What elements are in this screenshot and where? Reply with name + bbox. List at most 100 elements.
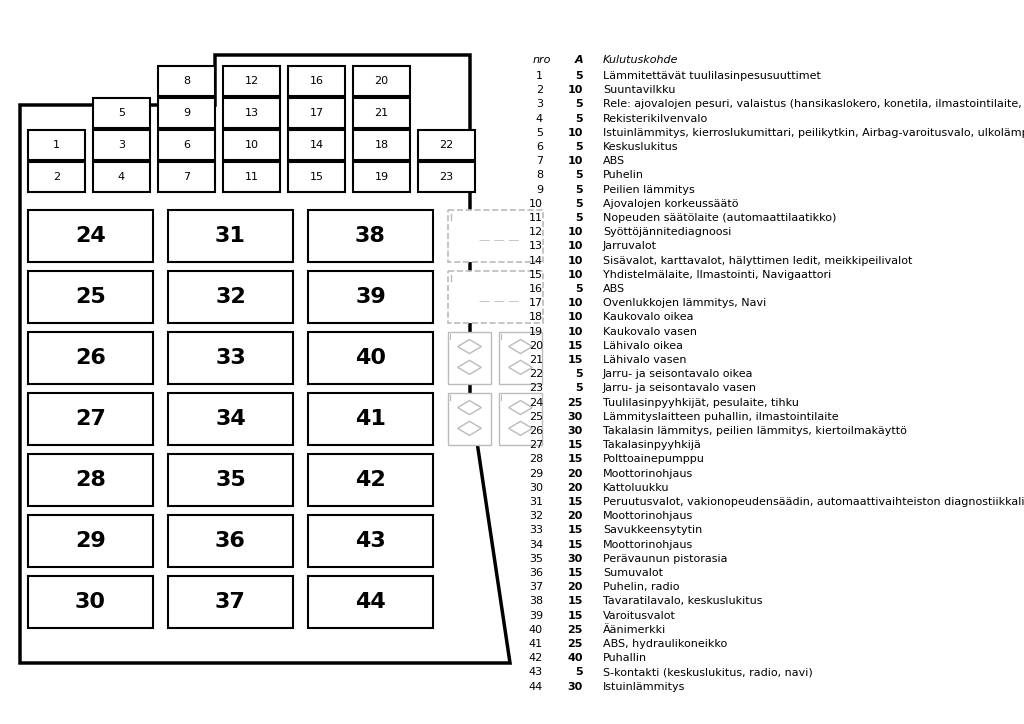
Bar [308,210,433,262]
Text: 37: 37 [215,592,246,612]
Text: 34: 34 [215,409,246,429]
Text: Syöttöjännitediagnoosi: Syöttöjännitediagnoosi [603,227,731,237]
Text: 30: 30 [567,681,583,691]
Text: 19: 19 [528,327,543,337]
Text: 17: 17 [528,298,543,308]
Text: 23: 23 [439,172,454,182]
Text: 43: 43 [355,531,386,551]
Text: ABS: ABS [603,284,625,294]
Text: 21: 21 [375,108,388,118]
Bar [449,271,543,323]
Text: 42: 42 [355,470,386,490]
Text: 44: 44 [355,592,386,612]
Text: 8: 8 [536,170,543,180]
Text: 34: 34 [528,539,543,550]
Bar [158,130,215,160]
Text: 26: 26 [528,426,543,436]
Text: 10: 10 [567,256,583,266]
Bar [28,271,153,323]
Text: 23: 23 [528,384,543,393]
Text: 25: 25 [75,287,105,307]
Text: 43: 43 [528,668,543,678]
Text: 37: 37 [528,582,543,592]
Text: Kaukovalo vasen: Kaukovalo vasen [603,327,697,337]
Text: Jarruvalot: Jarruvalot [603,241,657,251]
Text: 36: 36 [215,531,246,551]
Text: 12: 12 [528,227,543,237]
Text: 30: 30 [529,483,543,493]
Text: 13: 13 [245,108,258,118]
Bar [168,271,293,323]
Text: 32: 32 [528,511,543,521]
Bar [223,162,280,192]
Bar [28,210,153,262]
Text: 15: 15 [567,597,583,607]
Text: 15: 15 [567,539,583,550]
Text: Puhelin, radio: Puhelin, radio [603,582,680,592]
Text: Istuinlämmitys: Istuinlämmitys [603,681,685,691]
Text: 5: 5 [536,128,543,138]
Text: 5: 5 [575,384,583,393]
Text: 41: 41 [528,639,543,649]
Text: Jarru- ja seisontavalo vasen: Jarru- ja seisontavalo vasen [603,384,757,393]
Bar [449,210,543,262]
Text: Istuinlämmitys, kierroslukumittari, peilikytkin, Airbag-varoitusvalo, ulkolämpöt: Istuinlämmitys, kierroslukumittari, peil… [603,128,1024,138]
Bar [308,515,433,567]
Text: 14: 14 [309,140,324,150]
Text: 5: 5 [575,71,583,81]
Text: ABS, hydraulikoneikko: ABS, hydraulikoneikko [603,639,727,649]
Text: 10: 10 [567,128,583,138]
Bar [223,130,280,160]
Text: nro: nro [534,55,551,65]
Text: Rekisterikilvenvalo: Rekisterikilvenvalo [603,114,709,124]
Text: 2: 2 [536,85,543,95]
Text: 15: 15 [567,440,583,450]
Text: 1: 1 [536,71,543,81]
Text: Takalasin lämmitys, peilien lämmitys, kiertoilmakäyttö: Takalasin lämmitys, peilien lämmitys, ki… [603,426,907,436]
Bar [28,576,153,628]
Text: Puhelin: Puhelin [603,170,644,180]
Text: 21: 21 [528,355,543,365]
Text: Ajovalojen korkeussäätö: Ajovalojen korkeussäätö [603,199,738,209]
Text: 9: 9 [183,108,190,118]
Bar [353,98,410,128]
Text: 12: 12 [245,76,259,86]
Text: S-kontakti (keskuslukitus, radio, navi): S-kontakti (keskuslukitus, radio, navi) [603,668,813,678]
Bar [28,162,85,192]
Text: Kaukovalo oikea: Kaukovalo oikea [603,312,693,322]
Text: 2: 2 [53,172,60,182]
Text: Moottorinohjaus: Moottorinohjaus [603,468,693,479]
Text: Perävaunun pistorasia: Perävaunun pistorasia [603,554,727,564]
Text: 17: 17 [309,108,324,118]
Bar [168,393,293,445]
Text: 10: 10 [245,140,258,150]
Text: 30: 30 [567,554,583,564]
Text: 26: 26 [75,348,105,368]
Text: 1: 1 [53,140,60,150]
Text: Peilien lämmitys: Peilien lämmitys [603,185,694,195]
Text: 22: 22 [528,369,543,379]
Text: 15: 15 [567,610,583,620]
Text: 18: 18 [375,140,388,150]
Text: Keskuslukitus: Keskuslukitus [603,142,679,152]
Text: 39: 39 [355,287,386,307]
Text: Nopeuden säätölaite (automaattilaatikko): Nopeuden säätölaite (automaattilaatikko) [603,213,837,223]
Text: 5: 5 [575,170,583,180]
Bar [168,454,293,506]
Text: 7: 7 [183,172,190,182]
Text: 20: 20 [528,341,543,351]
Text: 20: 20 [375,76,388,86]
Text: Puhallin: Puhallin [603,653,647,663]
Text: 10: 10 [567,270,583,279]
Text: 4: 4 [118,172,125,182]
Text: 15: 15 [567,455,583,464]
Text: Lämmityslaitteen puhallin, ilmastointilaite: Lämmityslaitteen puhallin, ilmastointila… [603,412,839,422]
Bar [308,576,433,628]
Bar [308,393,433,445]
Text: Rele: ajovalojen pesuri, valaistus (hansikaslokero, konetila, ilmastointilaite, : Rele: ajovalojen pesuri, valaistus (hans… [603,99,1024,109]
Bar [308,271,433,323]
Text: Lämmitettävät tuulilasinpesusuuttimet: Lämmitettävät tuulilasinpesusuuttimet [603,71,821,81]
Text: 5: 5 [118,108,125,118]
Text: 25: 25 [567,625,583,635]
Text: Lähivalo oikea: Lähivalo oikea [603,341,683,351]
